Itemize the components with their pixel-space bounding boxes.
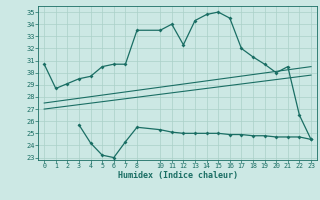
X-axis label: Humidex (Indice chaleur): Humidex (Indice chaleur) [118,171,238,180]
